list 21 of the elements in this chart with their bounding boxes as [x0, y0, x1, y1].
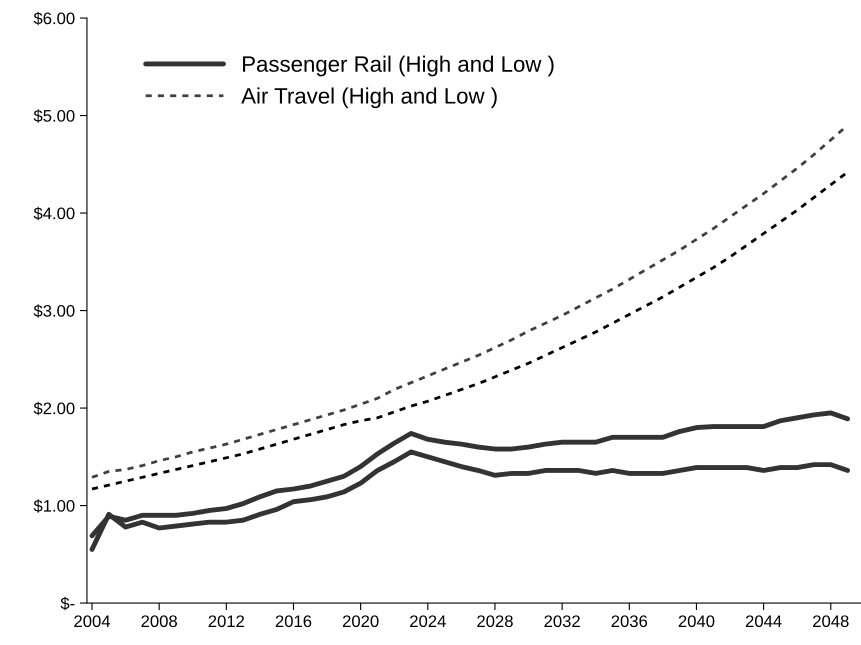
x-tick-label: 2028 — [477, 615, 513, 628]
x-tick-label: 2044 — [746, 615, 782, 628]
x-tick-label: 2016 — [276, 615, 312, 628]
legend-label: Air Travel (High and Low ) — [241, 87, 497, 108]
x-tick-label: 2024 — [410, 615, 446, 628]
y-tick-label: $6.00 — [34, 12, 75, 26]
y-tick-label: $4.00 — [34, 206, 75, 220]
y-tick-label: $- — [60, 596, 74, 610]
x-tick-label: 2036 — [612, 615, 648, 628]
x-tick-label: 2008 — [141, 615, 177, 628]
x-tick-label: 2048 — [813, 615, 849, 628]
x-tick-label: 2004 — [74, 615, 110, 628]
x-tick-label: 2020 — [342, 615, 379, 628]
y-tick-label: $1.00 — [34, 499, 75, 513]
legend-label: Passenger Rail (High and Low ) — [243, 56, 554, 76]
y-tick-label: $3.00 — [34, 304, 75, 318]
x-tick-label: 2012 — [208, 615, 244, 628]
y-tick-label: $5.00 — [34, 109, 75, 123]
x-tick-label: 2040 — [678, 615, 714, 628]
y-tick-label: $2.00 — [34, 402, 75, 416]
x-tick-label: 2032 — [544, 615, 580, 628]
